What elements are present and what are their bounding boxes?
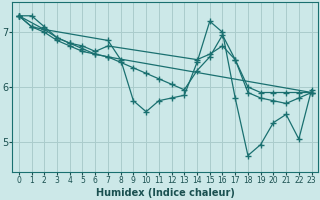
X-axis label: Humidex (Indice chaleur): Humidex (Indice chaleur) bbox=[96, 188, 235, 198]
